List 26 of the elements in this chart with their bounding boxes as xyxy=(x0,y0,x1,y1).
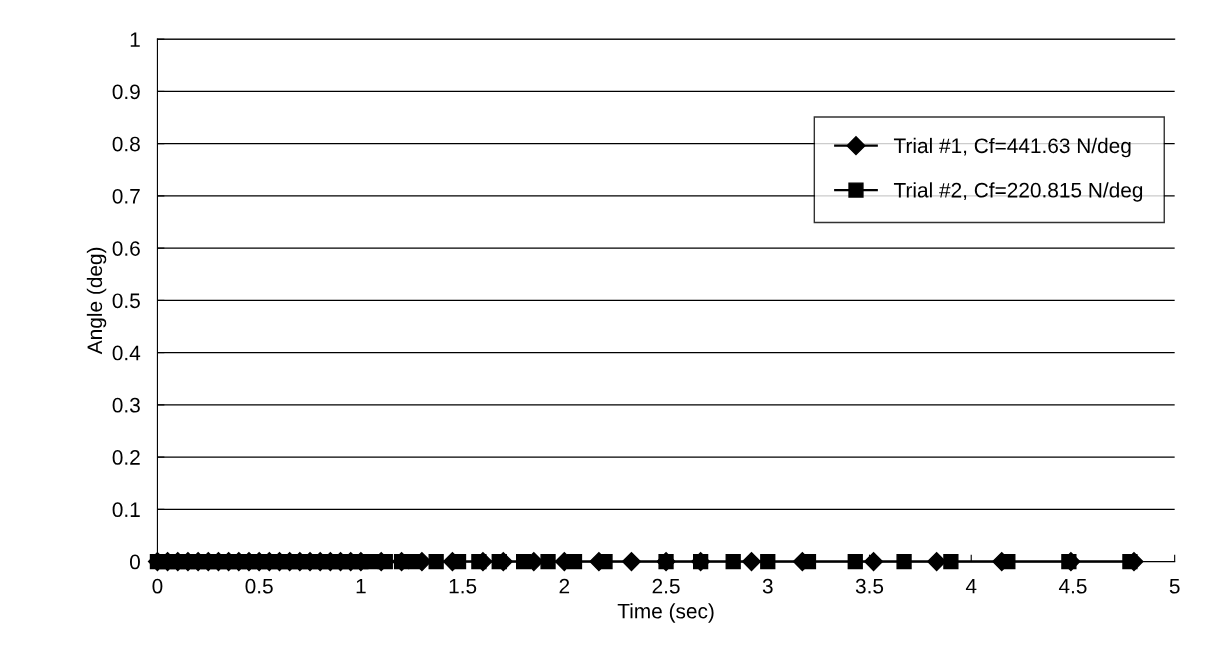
x-tick-label: 0 xyxy=(152,578,163,594)
x-tick-label: 1.5 xyxy=(449,579,477,594)
y-tick-label: 0.8 xyxy=(112,136,140,152)
x-tick-label: 2 xyxy=(559,578,570,594)
x-tick-label: 5 xyxy=(1169,579,1180,594)
x-tick-label: 3 xyxy=(762,578,773,594)
legend-label: Trial #1, Cf=441.63 N/deg xyxy=(893,137,1131,158)
x-tick-label: 3.5 xyxy=(855,578,884,594)
y-tick-label: 0.6 xyxy=(112,241,140,256)
x-axis-title: Time (sec) xyxy=(617,603,714,623)
x-tick-label: 1 xyxy=(356,579,366,594)
y-tick-label: 0.3 xyxy=(112,397,140,413)
x-tick-label: 2.5 xyxy=(652,578,680,594)
y-tick-label: 1 xyxy=(130,32,140,47)
y-tick-label: 0.7 xyxy=(112,188,140,204)
y-tick-label: 0 xyxy=(129,554,140,570)
y-tick-label: 0.9 xyxy=(112,84,140,100)
x-tick-label: 0.5 xyxy=(245,578,273,594)
y-axis-title: Angle (deg) xyxy=(86,247,107,355)
x-tick-label: 4 xyxy=(965,579,977,594)
y-tick-label: 0.1 xyxy=(112,502,140,518)
y-tick-label: 0.2 xyxy=(112,450,140,465)
y-tick-label: 0.4 xyxy=(112,345,141,361)
y-tick-label: 0.5 xyxy=(112,293,140,309)
legend-label: Trial #2, Cf=220.815 N/deg xyxy=(893,182,1143,202)
x-tick-label: 4.5 xyxy=(1058,579,1087,594)
